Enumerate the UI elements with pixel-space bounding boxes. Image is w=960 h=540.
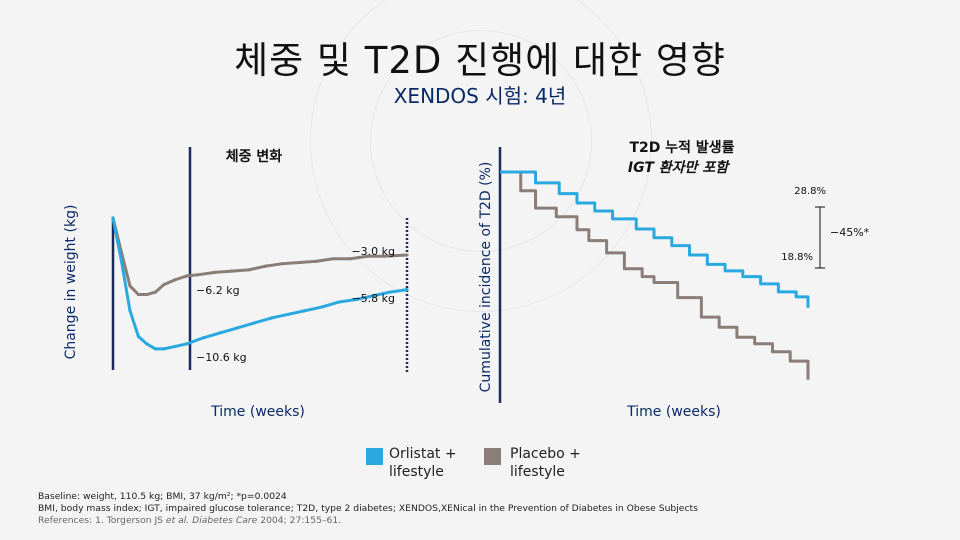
weight-point <box>162 347 166 351</box>
weight-point <box>201 336 206 340</box>
weight-point <box>303 309 307 313</box>
annotation-orlistat-end: −5.8 kg <box>351 292 395 305</box>
slide-subtitle: XENDOS 시험: 4년 <box>393 84 567 108</box>
weight-point <box>145 292 149 297</box>
weight-point <box>281 262 285 266</box>
t2d-x-axis-label: Time (weeks) <box>626 404 721 420</box>
weight-point <box>354 297 358 302</box>
weight-point <box>337 300 341 304</box>
weight-point <box>218 331 223 335</box>
weight-point <box>213 270 217 274</box>
weight-point <box>196 273 200 277</box>
weight-point <box>145 342 149 346</box>
weight-point <box>388 290 392 294</box>
weight-chart: 체중 변화 Change in weight (kg) Time (weeks)… <box>63 147 409 420</box>
weight-point <box>365 254 370 258</box>
weight-point <box>252 321 256 325</box>
annotation-risk-reduction: −45%* <box>830 226 870 239</box>
weight-point <box>153 290 158 294</box>
footnote: Baseline: weight, 110.5 kg; BMI, 37 kg/m… <box>38 491 698 527</box>
t2d-line-orlistat <box>500 170 810 308</box>
legend-label-orlistat: Orlistat + lifestyle <box>389 446 457 480</box>
weight-point <box>405 288 409 292</box>
weight-point <box>184 342 189 346</box>
weight-x-axis-label: Time (weeks) <box>210 404 305 420</box>
weight-point <box>247 268 251 272</box>
annotation-orlistat-min: −10.6 kg <box>196 351 247 364</box>
annotation-placebo-min: −6.2 kg <box>196 284 240 297</box>
t2d-chart: T2D 누적 발생률 IGT 환자만 포함 Cumulative inciden… <box>478 139 870 420</box>
weight-point <box>136 292 141 297</box>
weight-series <box>111 216 409 351</box>
t2d-chart-subtitle: IGT 환자만 포함 <box>628 160 730 176</box>
weight-point <box>119 259 124 263</box>
weight-point <box>173 344 177 349</box>
weight-point <box>162 283 166 287</box>
weight-point <box>382 254 386 258</box>
t2d-series <box>500 170 810 380</box>
weight-point <box>320 305 324 309</box>
t2d-line-placebo <box>500 170 810 380</box>
weight-point <box>111 216 115 220</box>
t2d-chart-title: T2D 누적 발생률 <box>629 139 734 156</box>
slide-title: 체중 및 T2D 진행에 대한 영향 <box>234 39 726 82</box>
weight-point <box>405 253 409 257</box>
weight-point <box>297 260 302 265</box>
weight-point <box>264 264 268 268</box>
t2d-y-axis-label: Cumulative incidence of T2D (%) <box>478 162 494 393</box>
legend-label-placebo: Placebo + lifestyle <box>510 446 581 480</box>
weight-point <box>331 257 336 261</box>
weight-point <box>173 278 177 282</box>
weight-line-placebo <box>111 217 408 297</box>
legend-swatch-placebo <box>484 448 501 465</box>
weight-point <box>136 334 141 339</box>
weight-point <box>153 347 158 351</box>
weight-y-axis-label: Change in weight (kg) <box>63 205 79 360</box>
weight-point <box>184 274 189 278</box>
weight-point <box>371 294 375 298</box>
weight-point <box>314 259 319 263</box>
annotation-placebo-end: −3.0 kg <box>351 245 395 258</box>
weight-point <box>128 309 132 313</box>
footnote-abbreviations: BMI, body mass index; IGT, impaired gluc… <box>38 503 698 514</box>
annotation-orlistat-incidence: 18.8% <box>781 252 813 263</box>
weight-point <box>286 312 290 316</box>
legend-swatch-orlistat <box>366 448 383 465</box>
footnote-baseline: Baseline: weight, 110.5 kg; BMI, 37 kg/m… <box>38 491 287 502</box>
weight-point <box>269 316 273 320</box>
weight-chart-title: 체중 변화 <box>226 149 283 165</box>
annotation-placebo-incidence: 28.8% <box>794 186 826 197</box>
footnote-reference: References: 1. Torgerson JS et al. Diabe… <box>38 515 342 526</box>
weight-line-orlistat <box>111 217 408 351</box>
weight-point <box>128 284 132 288</box>
weight-point <box>235 326 239 330</box>
weight-point <box>230 269 234 273</box>
weight-point <box>348 257 353 261</box>
